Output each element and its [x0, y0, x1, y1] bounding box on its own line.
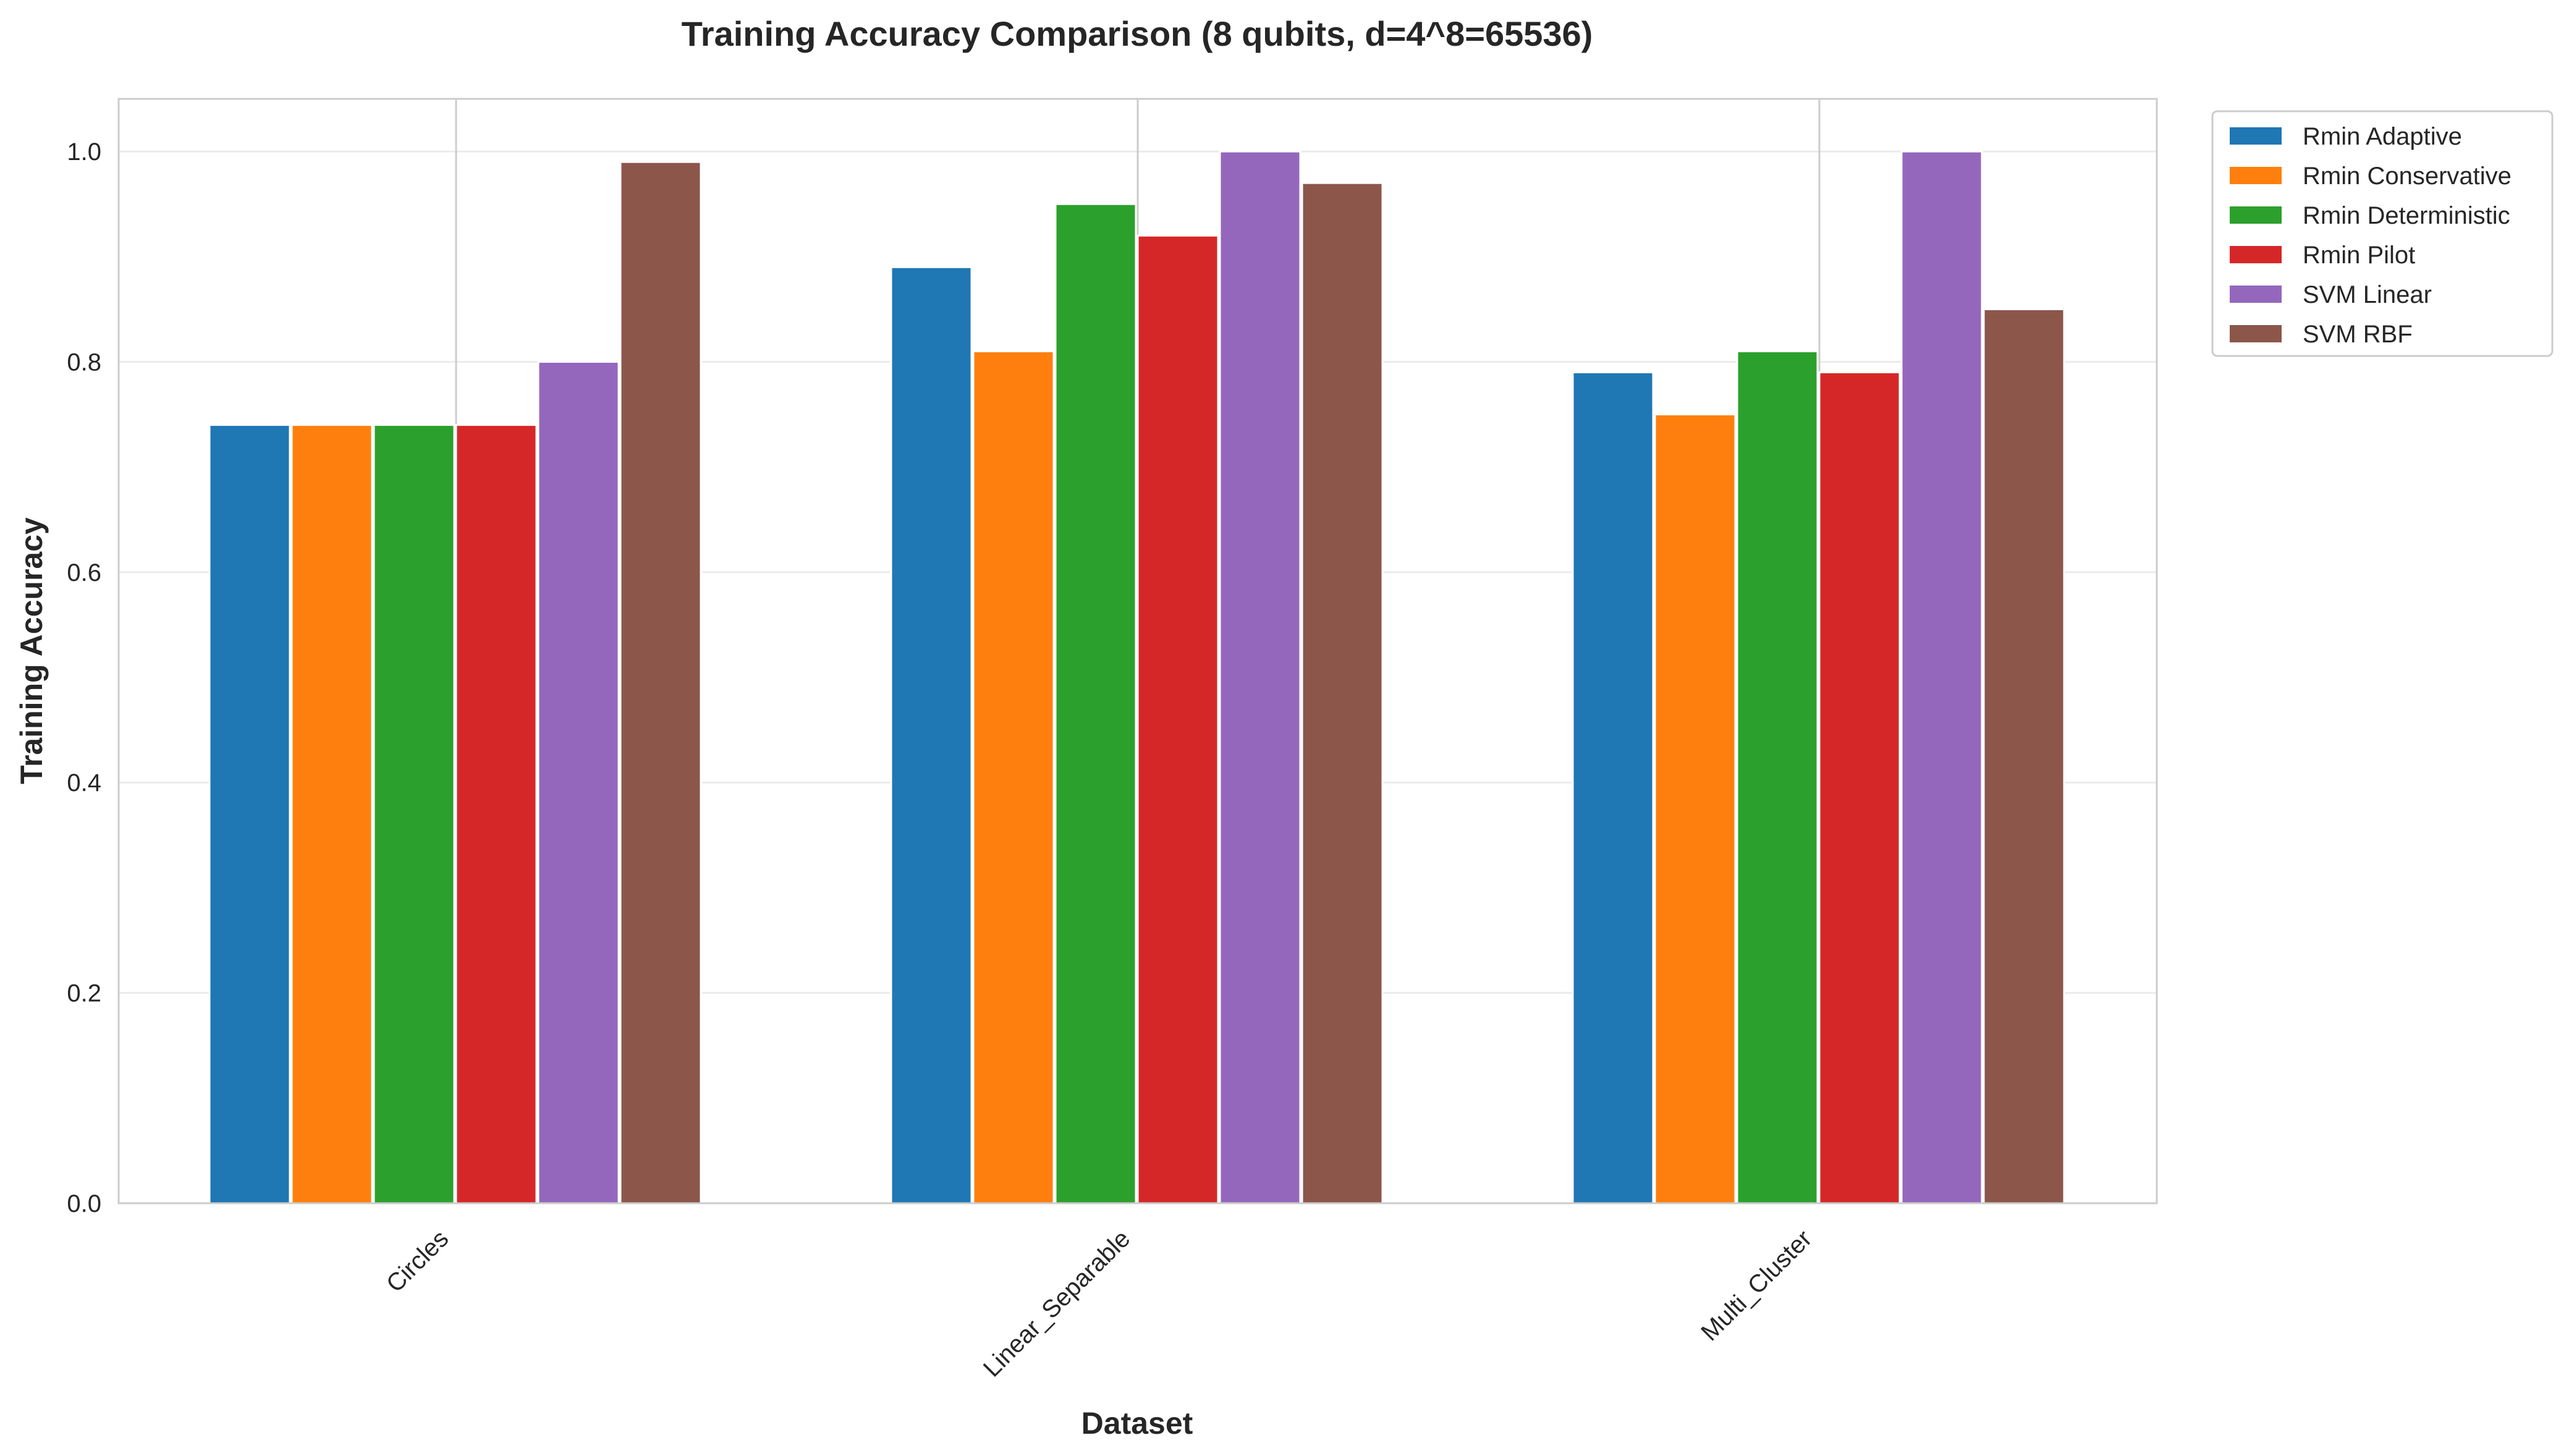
legend-swatch: [2230, 167, 2282, 184]
bar-svm-rbf-multi-cluster: [1983, 308, 2065, 1204]
bars: [208, 150, 2065, 1204]
bar-rmin-deterministic-multi-cluster: [1736, 350, 1819, 1204]
legend-label: Rmin Conservative: [2303, 163, 2512, 190]
legend-label: SVM Linear: [2303, 281, 2432, 308]
legend-box: [2211, 110, 2554, 357]
bar-rmin-deterministic-linear-separable: [1054, 203, 1137, 1204]
bar-rmin-conservative-multi-cluster: [1654, 413, 1737, 1204]
legend-label: SVM RBF: [2303, 321, 2413, 348]
legend-swatch: [2230, 127, 2282, 145]
bar-svm-linear-circles: [537, 360, 620, 1204]
x-axis-label: Dataset: [1081, 1406, 1193, 1441]
legend-swatch: [2230, 206, 2282, 224]
bar-rmin-conservative-linear-separable: [972, 350, 1055, 1204]
y-tick-label: 0.6: [67, 559, 101, 586]
bar-svm-linear-multi-cluster: [1900, 150, 1983, 1204]
chart-title: Training Accuracy Comparison (8 qubits, …: [682, 14, 1593, 53]
plot-area-frame: [117, 98, 2158, 1204]
bar-svm-rbf-circles: [619, 161, 702, 1204]
legend-label: Rmin Pilot: [2303, 242, 2415, 269]
bar-rmin-pilot-circles: [455, 424, 538, 1204]
legend: Rmin Adaptive Rmin Conservative Rmin Deter…: [2211, 110, 2554, 357]
y-axis-ticks: 0.0 0.2 0.4 0.6 0.8 1.0: [67, 138, 101, 1217]
legend-swatch: [2230, 246, 2282, 263]
bar-rmin-adaptive-circles: [208, 424, 291, 1204]
y-tick-label: 0.8: [67, 349, 101, 376]
bar-rmin-pilot-multi-cluster: [1818, 371, 1901, 1204]
bar-svm-rbf-linear-separable: [1301, 182, 1384, 1204]
legend-swatch: [2230, 286, 2282, 303]
legend-swatch: [2230, 325, 2282, 342]
y-tick-label: 1.0: [67, 138, 101, 166]
bar-rmin-adaptive-linear-separable: [890, 266, 973, 1204]
bar-rmin-conservative-circles: [290, 424, 373, 1204]
y-axis-label: Training Accuracy: [14, 517, 49, 784]
legend-label: Rmin Deterministic: [2303, 202, 2510, 229]
y-tick-label: 0.0: [67, 1190, 101, 1217]
bar-rmin-adaptive-multi-cluster: [1572, 371, 1654, 1204]
bar-rmin-deterministic-circles: [373, 424, 455, 1204]
y-tick-label: 0.4: [67, 769, 101, 797]
bar-rmin-pilot-linear-separable: [1136, 234, 1219, 1204]
y-tick-label: 0.2: [67, 980, 101, 1007]
legend-label: Rmin Adaptive: [2303, 123, 2462, 150]
bar-svm-linear-linear-separable: [1219, 150, 1301, 1204]
